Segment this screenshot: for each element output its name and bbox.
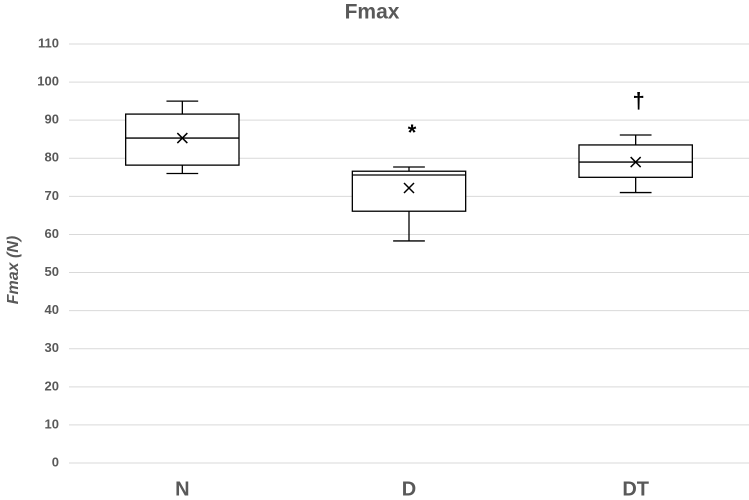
chart-title: Fmax bbox=[345, 1, 400, 24]
y-tick-label: 0 bbox=[52, 454, 59, 469]
mean-marker bbox=[176, 132, 188, 144]
mean-marker bbox=[630, 156, 642, 168]
annotation: * bbox=[408, 120, 417, 145]
y-tick-label: 20 bbox=[45, 378, 59, 393]
y-tick-label: 70 bbox=[45, 188, 59, 203]
y-tick-label: 90 bbox=[45, 112, 59, 127]
annotation: † bbox=[633, 88, 645, 113]
y-tick-label: 30 bbox=[45, 340, 59, 355]
y-tick-label: 110 bbox=[38, 35, 59, 50]
box bbox=[125, 113, 240, 166]
y-tick-label: 40 bbox=[45, 302, 59, 317]
box bbox=[351, 170, 467, 212]
y-tick-label: 100 bbox=[37, 74, 59, 89]
y-tick-label: 50 bbox=[45, 264, 59, 279]
x-tick-label: DT bbox=[622, 478, 649, 500]
y-axis-label: Fmax (N) bbox=[5, 236, 22, 304]
x-tick-label: D bbox=[402, 478, 416, 500]
y-tick-label: 10 bbox=[45, 416, 59, 431]
y-tick-label: 60 bbox=[45, 226, 59, 241]
y-tick-label: 80 bbox=[45, 150, 59, 165]
mean-marker bbox=[403, 182, 415, 194]
x-tick-label: N bbox=[175, 478, 189, 500]
